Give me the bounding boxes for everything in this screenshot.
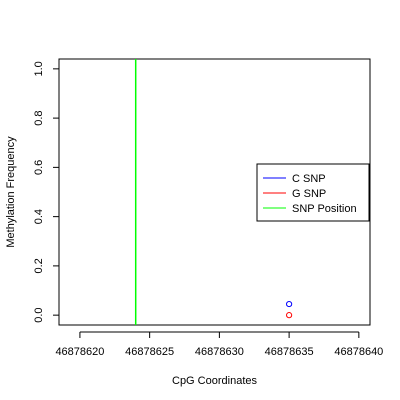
y-tick-label: 0.0 (33, 307, 45, 322)
y-tick-label: 1.0 (33, 61, 45, 76)
y-tick-label: 0.6 (33, 160, 45, 175)
y-tick-label: 0.2 (33, 258, 45, 273)
y-axis: 0.0 0.2 0.4 0.6 0.8 1.0 (33, 61, 60, 323)
y-tick-label: 0.4 (33, 209, 45, 224)
x-tick-label: 46878625 (125, 346, 174, 358)
x-axis: 46878620 46878625 46878630 46878635 46878640 (55, 331, 383, 358)
c-snp-point (286, 300, 293, 308)
x-axis-label: CpG Coordinates (172, 375, 257, 387)
data-points (286, 300, 293, 319)
legend-label-c-snp: C SNP (292, 173, 326, 185)
legend-label-snp-position: SNP Position (292, 203, 357, 215)
x-tick-label: 46878635 (265, 346, 314, 358)
x-tick-label: 46878640 (334, 346, 383, 358)
legend-label-g-snp: G SNP (292, 188, 326, 200)
y-axis-label: Methylation Frequency (5, 136, 17, 248)
y-tick-label: 0.8 (33, 110, 45, 125)
g-snp-point (286, 312, 293, 319)
x-tick-label: 46878630 (195, 346, 244, 358)
legend: C SNP G SNP SNP Position (256, 163, 370, 222)
x-tick-label: 46878620 (55, 346, 104, 358)
